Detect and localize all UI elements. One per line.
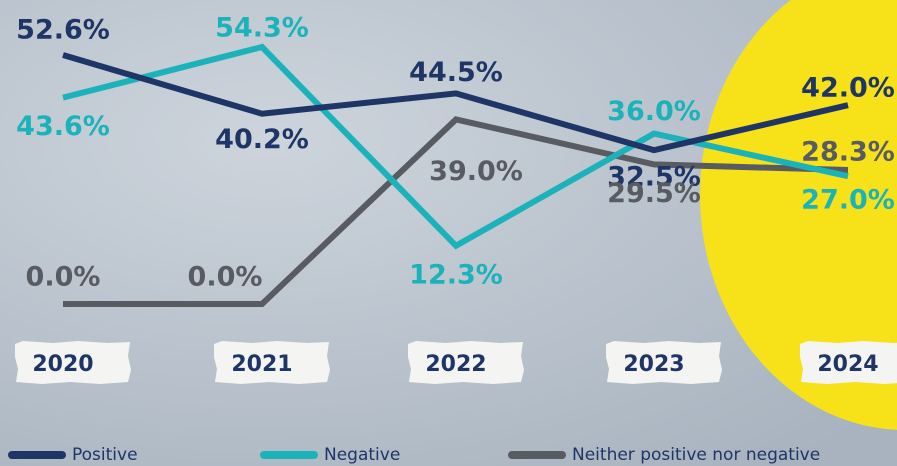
value-label: 54.3%: [215, 13, 309, 44]
x-tick-label: 2024: [817, 352, 878, 377]
value-label: 29.5%: [607, 178, 701, 209]
value-label: 27.0%: [801, 185, 895, 216]
value-label: 52.6%: [16, 15, 110, 46]
value-label: 0.0%: [188, 262, 263, 293]
legend-label: Negative: [324, 445, 400, 465]
page: 2020202120222023202452.6%40.2%44.5%32.5%…: [0, 0, 897, 466]
value-label: 36.0%: [607, 96, 701, 127]
value-label: 28.3%: [801, 137, 895, 168]
value-label: 12.3%: [409, 259, 503, 290]
x-tick-label: 2023: [623, 352, 684, 377]
chart: 2020202120222023202452.6%40.2%44.5%32.5%…: [0, 0, 897, 466]
legend-label: Positive: [72, 445, 138, 465]
value-label: 39.0%: [429, 156, 523, 187]
x-tick-label: 2020: [32, 352, 93, 377]
value-label: 0.0%: [26, 262, 101, 293]
value-label: 40.2%: [215, 124, 309, 155]
legend-label: Neither positive nor negative: [572, 445, 820, 465]
value-label: 44.5%: [409, 57, 503, 88]
value-label: 43.6%: [16, 111, 110, 142]
x-tick-label: 2021: [231, 352, 292, 377]
x-tick-label: 2022: [425, 352, 486, 377]
value-label: 42.0%: [801, 73, 895, 104]
